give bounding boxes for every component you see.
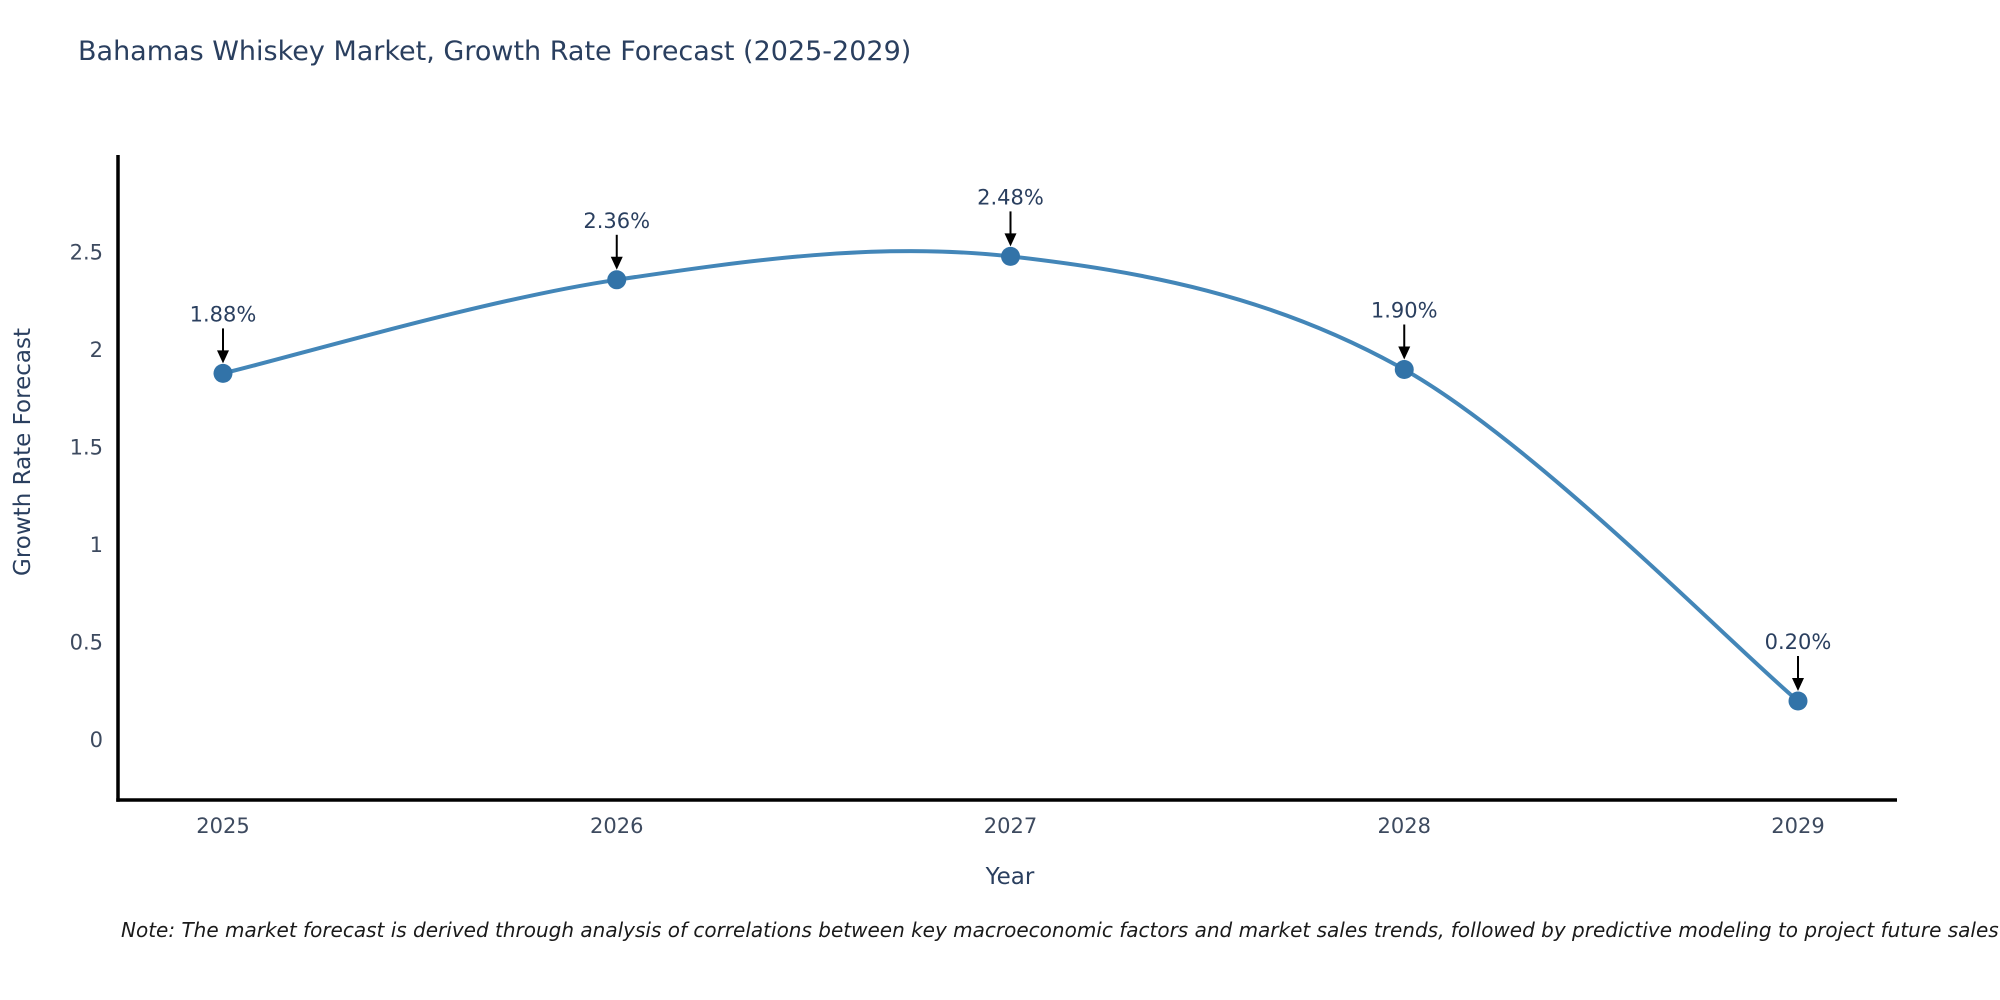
y-tick-label: 1 [90,533,103,557]
data-point-2027 [1001,246,1020,266]
y-tick-label: 2.5 [70,241,103,265]
data-point-2025 [213,363,233,383]
data-point-2029 [1788,691,1808,711]
annotation-arrowhead [1398,346,1411,360]
x-tick-label: 2025 [196,814,249,838]
y-tick-label: 2 [90,338,103,362]
annotation-label: 2.36% [583,209,650,233]
annotation-label: 1.88% [190,302,257,326]
y-tick-label: 0 [90,728,103,752]
x-tick-label: 2029 [1771,814,1824,838]
y-axis-title: Growth Rate Forecast [10,328,36,576]
annotation-arrowhead [610,256,623,270]
annotation-label: 2.48% [977,185,1044,209]
annotation-arrowhead [217,350,229,364]
x-tick-label: 2028 [1378,814,1431,838]
y-tick-label: 0.5 [70,631,103,655]
annotation-label: 0.20% [1765,630,1832,654]
data-point-2026 [607,270,627,290]
series-line [221,249,1800,703]
annotation-arrowhead [1004,233,1017,247]
x-axis-title: Year [985,864,1035,890]
annotation-arrowhead [1792,678,1804,691]
x-tick-label: 2027 [984,814,1037,838]
footnote: Note: The market forecast is derived thr… [121,918,1999,942]
y-tick-label: 1.5 [70,436,103,460]
annotation-label: 1.90% [1371,299,1438,323]
data-point-2028 [1394,360,1414,379]
x-tick-label: 2026 [590,814,643,838]
chart-title: Bahamas Whiskey Market, Growth Rate Fore… [78,36,912,67]
